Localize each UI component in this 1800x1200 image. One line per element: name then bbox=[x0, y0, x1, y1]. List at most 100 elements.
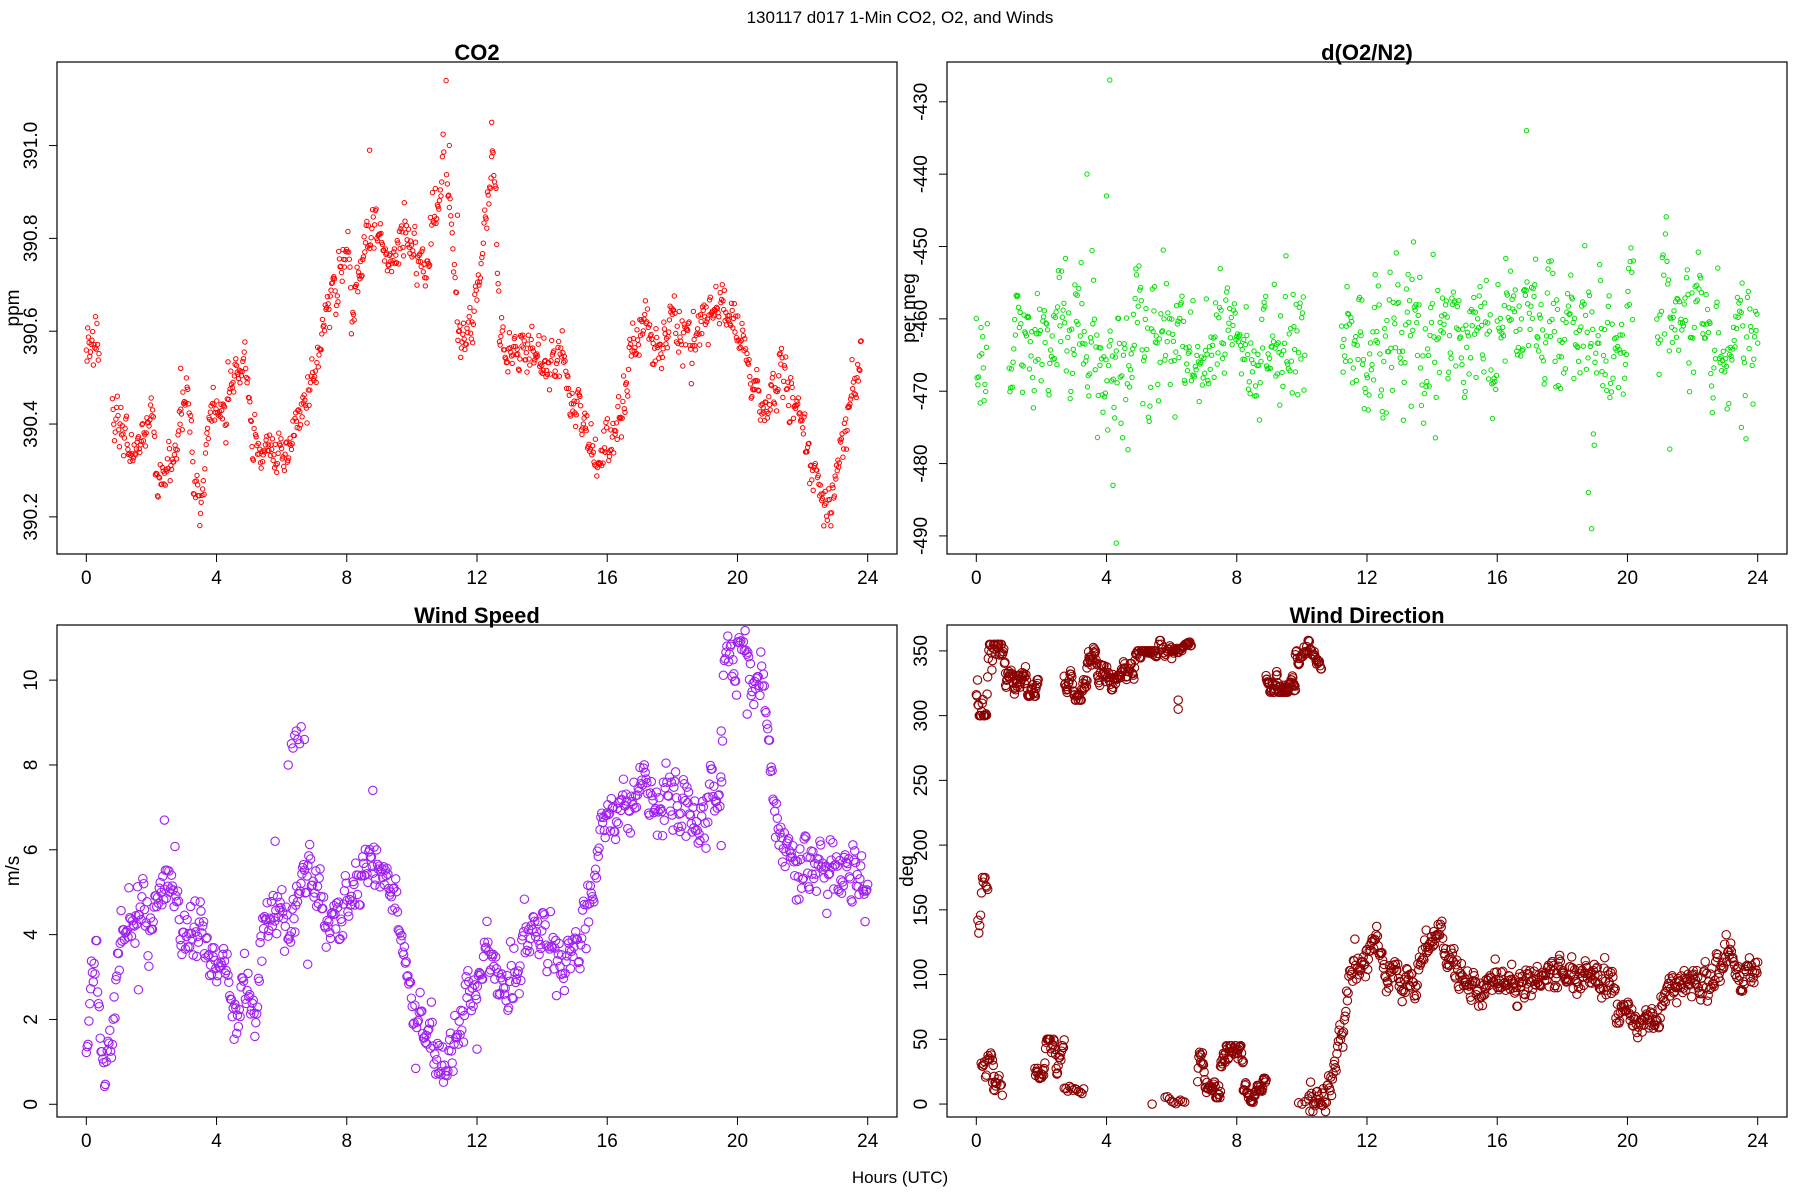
panel-co2-point bbox=[786, 419, 792, 426]
panel-o2-point bbox=[1425, 352, 1432, 359]
panel-o2-point bbox=[1539, 327, 1546, 333]
panel-o2-point bbox=[1108, 337, 1114, 344]
panel-co2-point bbox=[436, 197, 443, 204]
panel-co2-point bbox=[269, 446, 275, 453]
panel-wind-direction-point bbox=[1192, 1076, 1203, 1087]
panel-wind-speed-point bbox=[366, 852, 377, 862]
panel-o2-point bbox=[1665, 277, 1672, 283]
panel-wind-direction-point bbox=[1033, 674, 1043, 685]
panel-wind-speed-point bbox=[862, 885, 872, 895]
panel-wind-speed-point bbox=[828, 837, 838, 848]
panel-co2-point bbox=[690, 308, 697, 315]
panel-co2-point bbox=[782, 365, 788, 371]
panel-co2-point bbox=[554, 358, 560, 364]
panel-co2-point bbox=[775, 386, 781, 393]
panel-co2-point bbox=[324, 293, 331, 300]
panel-co2-point bbox=[766, 402, 773, 408]
panel-o2-point bbox=[1619, 332, 1626, 338]
panel-o2-point bbox=[1667, 446, 1673, 452]
panel-wind-speed-point bbox=[465, 999, 476, 1009]
panel-co2-point bbox=[760, 405, 766, 411]
panel-wind-direction-point bbox=[1524, 966, 1535, 976]
panel-co2-point bbox=[614, 436, 620, 443]
panel-co2-point bbox=[611, 450, 617, 456]
panel-o2-point bbox=[1363, 372, 1370, 378]
panel-o2-point bbox=[1538, 301, 1544, 308]
panel-co2-point bbox=[266, 447, 272, 454]
panel-wind-speed-point bbox=[233, 1021, 244, 1032]
panel-co2-point bbox=[642, 298, 649, 304]
panel-wind-speed-ytick-label: 6 bbox=[21, 845, 42, 856]
panel-co2-point bbox=[797, 410, 803, 416]
panel-co2-point bbox=[551, 348, 557, 354]
panel-wind-speed-point bbox=[600, 832, 610, 843]
panel-wind-direction-ytick-label: 250 bbox=[911, 765, 932, 797]
panel-wind-speed-point bbox=[741, 645, 751, 655]
panel-wind-direction-point bbox=[1186, 640, 1196, 651]
panel-o2-point bbox=[1281, 340, 1288, 346]
panel-o2-point bbox=[1575, 344, 1581, 351]
panel-o2-point bbox=[1121, 341, 1127, 347]
panel-co2-point bbox=[448, 213, 454, 219]
panel-co2-point bbox=[575, 387, 582, 393]
panel-wind-direction-point bbox=[979, 873, 989, 884]
panel-o2-point bbox=[1162, 357, 1168, 363]
panel-o2-point bbox=[1295, 392, 1301, 398]
panel-o2-point bbox=[1291, 346, 1298, 353]
panel-co2-point bbox=[319, 316, 326, 323]
panel-o2-point bbox=[1514, 352, 1521, 358]
panel-co2-point bbox=[83, 347, 90, 353]
panel-wind-speed-point bbox=[83, 1039, 93, 1050]
panel-o2-point bbox=[1676, 347, 1682, 353]
panel-wind-direction-point bbox=[1607, 966, 1617, 977]
panel-wind-speed-point bbox=[449, 1039, 459, 1050]
panel-wind-speed-point bbox=[535, 939, 545, 950]
panel-wind-speed-point bbox=[81, 1047, 92, 1058]
panel-wind-speed-point bbox=[321, 942, 331, 952]
panel-o2-point bbox=[1111, 404, 1117, 411]
panel-o2-point bbox=[1467, 355, 1474, 361]
panel-wind-direction-ytick-label: 100 bbox=[911, 959, 932, 991]
panel-co2-point bbox=[556, 338, 562, 345]
panel-o2-point bbox=[1382, 333, 1389, 339]
panel-wind-speed-point bbox=[218, 949, 228, 960]
panel-wind-direction-point bbox=[1036, 1072, 1047, 1083]
panel-o2-point bbox=[1755, 340, 1761, 346]
panel-co2-point bbox=[536, 333, 542, 339]
panel-co2-point bbox=[795, 395, 802, 401]
panel-o2-point bbox=[1214, 361, 1220, 367]
panel-o2-point bbox=[1695, 249, 1702, 255]
panel-co2-point bbox=[223, 421, 230, 427]
panel-o2-point bbox=[1439, 295, 1446, 301]
panel-o2-point bbox=[1388, 364, 1395, 371]
panel-o2-point bbox=[1269, 344, 1275, 350]
panel-wind-speed-point bbox=[314, 873, 324, 883]
panel-o2-point bbox=[1098, 345, 1104, 351]
panel-co2-point bbox=[625, 366, 632, 373]
panel-co2-point bbox=[517, 356, 523, 362]
panel-o2-point bbox=[1339, 343, 1346, 350]
panel-o2-point bbox=[1749, 362, 1755, 369]
panel-co2-frame bbox=[56, 61, 898, 555]
panel-wind-direction-point bbox=[1398, 985, 1409, 995]
panel-o2-point bbox=[1435, 287, 1441, 294]
panel-o2-point bbox=[1049, 333, 1055, 339]
panel-wind-direction-point bbox=[1655, 1013, 1665, 1023]
panel-o2-point bbox=[1161, 316, 1167, 322]
panel-o2-point bbox=[1370, 377, 1377, 383]
panel-co2-point bbox=[194, 472, 200, 479]
panel-co2-point bbox=[423, 275, 429, 281]
panel-wind-speed-point bbox=[549, 964, 559, 974]
panel-wind-speed-point bbox=[110, 1013, 120, 1023]
panel-co2-point bbox=[719, 282, 725, 288]
panel-o2-point bbox=[1077, 333, 1084, 339]
panel-o2-point bbox=[1092, 367, 1098, 373]
panel-o2-point bbox=[1440, 330, 1447, 336]
panel-co2-point bbox=[429, 189, 436, 196]
panel-co2-point bbox=[742, 336, 748, 342]
panel-o2-point bbox=[1290, 291, 1296, 298]
panel-wind-speed-point bbox=[513, 966, 524, 976]
panel-co2-point bbox=[440, 131, 446, 137]
panel-co2-point bbox=[780, 394, 786, 401]
panel-o2-point bbox=[1344, 284, 1350, 290]
